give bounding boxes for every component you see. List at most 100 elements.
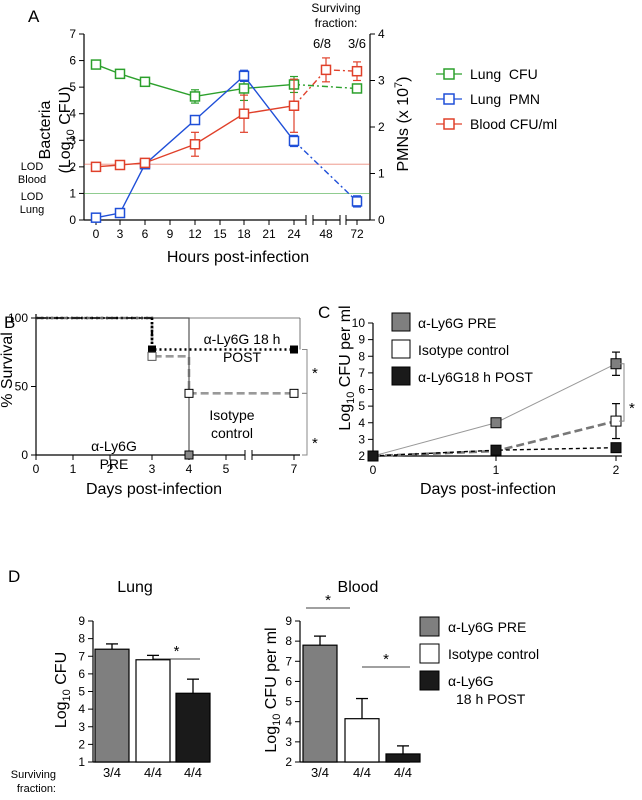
panel-c-xtick-label: 0 [370, 463, 377, 477]
bar-1 [344, 718, 380, 763]
legend-c-post: α-Ly6G18 h POST [418, 369, 533, 385]
series-blood_cfu-dashed [293, 69, 358, 107]
bar-surviving-fraction: 3/4 [103, 765, 121, 780]
bar-ytick-label: 8 [78, 632, 85, 646]
label-post: α-Ly6G 18 h POST [204, 331, 281, 365]
legend-blood-cfu: Blood CFU/ml [436, 116, 557, 132]
panel-b: B 0 50 100 0 1 2 3 4 5 7 % Survival Days post-inf… [0, 311, 318, 498]
bar-1 [135, 659, 171, 763]
panel-d-blood-title: Blood [338, 579, 379, 596]
panel-d-lung-ylabel: Log10 CFU [53, 652, 73, 728]
legend-d-iso: Isotype control [448, 646, 539, 662]
lod-blood-label: LOD Blood [18, 161, 46, 186]
marker-iso-day3 [147, 351, 157, 361]
point-lung_pmn [238, 70, 250, 82]
panel-a-xtick-label: 18 [237, 227, 251, 241]
panel-a-ytick-right-label: 0 [378, 213, 385, 227]
panel-b-xtick-label: 2 [107, 462, 114, 476]
legend-c-iso-swatch [391, 339, 411, 359]
panel-a-letter: A [28, 7, 40, 26]
surviving-fraction-72h: 3/6 [348, 36, 366, 51]
panel-c-bracket [619, 363, 625, 422]
bar-ytick-label: 4 [78, 702, 85, 716]
panel-a-xtick-label: 12 [188, 227, 202, 241]
panel-b-xtick-label: 3 [149, 462, 156, 476]
bar-sig-star: * [383, 651, 389, 668]
bar-ytick-label: 9 [78, 614, 85, 628]
panel-c-point [610, 442, 622, 454]
panel-c-ytick-label: 8 [358, 349, 365, 363]
legend-c-pre-swatch [391, 312, 411, 332]
panel-c-legend: α-Ly6G PRE Isotype control α-Ly6G18 h PO… [391, 312, 533, 386]
panel-a-ytick-left-label: 1 [69, 186, 76, 200]
bar-surviving-fraction: 4/4 [144, 765, 162, 780]
panel-a-ytick-left-label: 0 [69, 213, 76, 227]
bar-sig-star: * [325, 592, 331, 609]
marker-iso-day7 [289, 388, 299, 398]
point-lung_pmn [351, 196, 363, 207]
panel-b-bracket-1 [302, 349, 308, 394]
point-lung_cfu [114, 68, 126, 80]
panel-a-legend: Lung CFU Lung PMN Blood CFU/ml [436, 66, 557, 132]
panel-b-xlabel: Days post-infection [86, 481, 222, 498]
panel-c-xtick-label: 1 [493, 463, 500, 477]
bar-ytick-label: 2 [285, 755, 292, 769]
point-blood_cfu [238, 108, 250, 119]
bar-ytick-label: 8 [285, 634, 292, 648]
panel-a-ytick-left-label: 5 [69, 80, 76, 94]
point-blood_cfu [351, 65, 363, 77]
panel-c-point [490, 417, 502, 429]
panel-b-xtick-label: 7 [291, 462, 298, 476]
label-isotype: Isotype control [209, 407, 254, 441]
panel-c-marks [367, 351, 625, 462]
panel-a-xtick-label: 24 [287, 227, 301, 241]
panel-a-xlabel: Hours post-infection [167, 249, 309, 266]
surviving-fraction-48h: 6/8 [313, 36, 331, 51]
point-blood_cfu [90, 161, 102, 173]
bar-surviving-fraction: 4/4 [353, 765, 371, 780]
panel-a-ytick-left-label: 2 [69, 160, 76, 174]
panel-a-ytick-left-label: 6 [69, 54, 76, 68]
panel-a-xtick-label: 48 [319, 227, 333, 241]
panel-a-xtick-label: 3 [117, 227, 124, 241]
series-lung_cfu-dashed [293, 83, 358, 90]
bar-ytick-label: 6 [78, 667, 85, 681]
panel-b-letter: B [4, 313, 15, 332]
panel-a-xtick-label: 21 [262, 227, 276, 241]
bar-ytick-label: 9 [285, 614, 292, 628]
panel-a-ylabel-left: Bacteria (Log10 CFU) [37, 87, 77, 174]
panel-c-sig: * [629, 400, 635, 417]
panel-b-xtick-label: 4 [186, 462, 193, 476]
point-lung_cfu [351, 83, 363, 94]
panel-d-letter: D [8, 567, 20, 586]
panel-b-sig-1: * [312, 365, 318, 382]
panel-b-ylabel: % Survival [0, 332, 16, 408]
point-blood_cfu [288, 100, 300, 111]
legend-c-iso: Isotype control [418, 342, 509, 358]
panel-c-xlabel: Days post-infection [420, 481, 556, 498]
marker-post-day7 [290, 345, 298, 354]
survival-curve-2 [36, 317, 190, 455]
panel-c-ytick-label: 2 [358, 449, 365, 463]
panel-c-ylabel: Log10 CFU per ml [337, 305, 357, 430]
panel-a-ytick-right-label: 2 [378, 120, 385, 134]
panel-a-ytick-left-label: 7 [69, 27, 76, 41]
panel-c-ytick-label: 4 [358, 416, 365, 430]
lod-lung-label: LOD Lung [20, 191, 44, 216]
panel-b-ytick-label: 50 [15, 380, 29, 394]
surviving-fraction-d-label: Surviving fraction: [11, 769, 56, 795]
marker-post-day3 [148, 345, 156, 354]
panel-c-ytick-label: 3 [358, 432, 365, 446]
panel-b-marks [36, 316, 308, 460]
bar-ytick-label: 6 [285, 674, 292, 688]
bar-ytick-label: 1 [78, 755, 85, 769]
panel-c-axes: 2 3 4 5 6 7 8 9 10 0 1 2 [352, 316, 622, 477]
panel-c: C 2 3 4 5 6 7 8 9 10 0 1 2 Log10 CFU per ml Days po… [318, 303, 635, 498]
legend-lung-cfu-label: Lung CFU [470, 66, 538, 82]
panel-d-legend: α-Ly6G PRE Isotype control α-Ly6G 18 h PO… [419, 616, 539, 707]
survival-curve-0 [36, 316, 294, 351]
panel-d-blood-marks: 3/4 4/4 4/4 * * [302, 592, 421, 780]
surviving-fraction-title: Surviving fraction: [311, 1, 360, 30]
